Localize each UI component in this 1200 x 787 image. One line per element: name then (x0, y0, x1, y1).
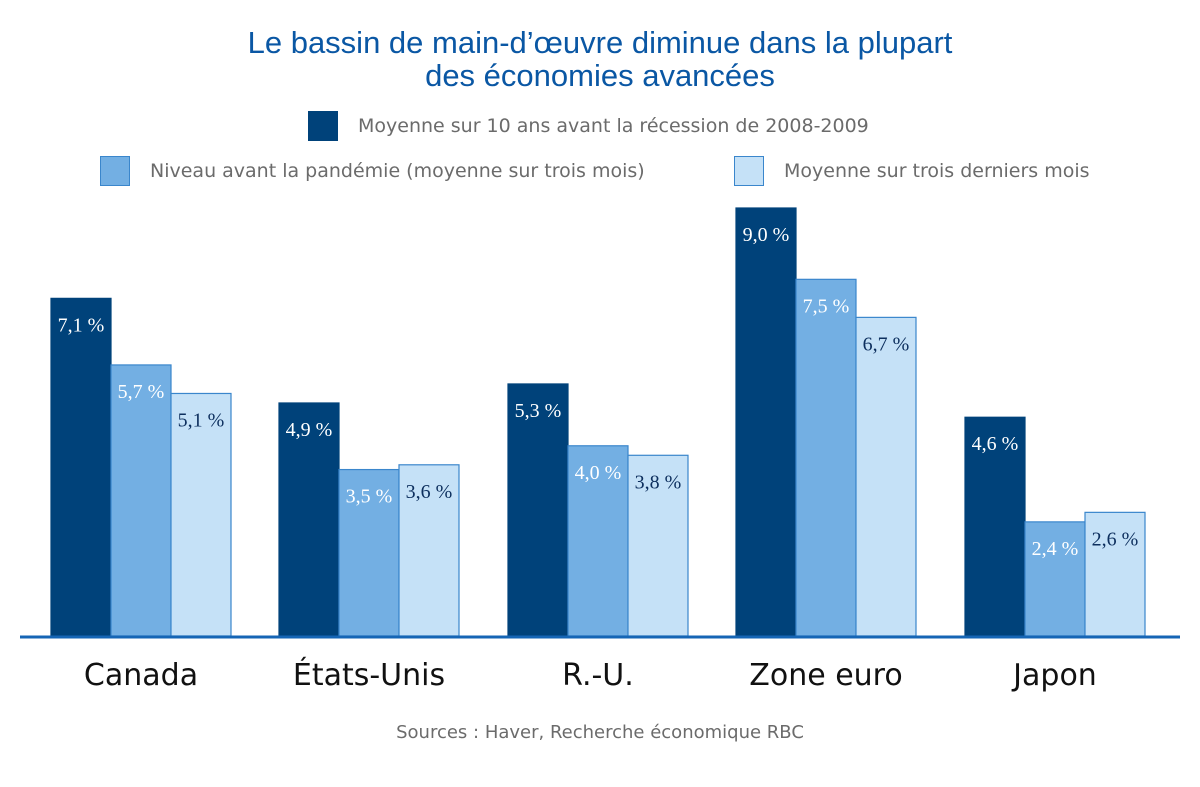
bar-canada-series-3 (170, 392, 232, 637)
legend-label-series-3: Moyenne sur trois derniers mois (784, 160, 1090, 182)
data-label-zone-euro-series-1: 9,0 % (743, 224, 790, 246)
category-label-zone-euro: Zone euro (749, 658, 902, 693)
legend-item-series-1: Moyenne sur 10 ans avant la récession de… (308, 111, 869, 141)
bar-japon-series-1 (964, 416, 1026, 637)
data-label-japon-series-1: 4,6 % (972, 433, 1019, 455)
chart-title-line-1: Le bassin de main-d’œuvre diminue dans l… (247, 25, 953, 60)
category-label-canada: Canada (84, 658, 198, 693)
bar-r-u-series-1 (507, 383, 569, 637)
data-label-canada-series-3: 5,1 % (178, 409, 225, 431)
legend-label-series-2: Niveau avant la pandémie (moyenne sur tr… (150, 160, 645, 182)
legend-swatch-series-2 (100, 156, 130, 186)
bar-zone-euro-series-2 (795, 278, 857, 637)
data-label-etats-unis-series-1: 4,9 % (286, 419, 333, 441)
bar-r-u-series-2 (567, 445, 629, 637)
legend-swatch-series-3 (734, 156, 764, 186)
bar-r-u-series-3 (627, 454, 689, 637)
chart-title: Le bassin de main-d’œuvre diminue dans l… (0, 26, 1200, 92)
data-label-zone-euro-series-3: 6,7 % (863, 333, 910, 355)
bar-zone-euro-series-3 (855, 316, 917, 637)
category-label-r-u: R.-U. (562, 658, 634, 693)
data-label-zone-euro-series-2: 7,5 % (803, 295, 850, 317)
bar-etats-unis-series-3 (398, 464, 460, 637)
data-label-canada-series-1: 7,1 % (58, 314, 105, 336)
category-label-etats-unis: États-Unis (293, 657, 445, 693)
bar-etats-unis-series-2 (338, 468, 400, 637)
data-label-japon-series-2: 2,4 % (1032, 538, 1079, 560)
data-label-etats-unis-series-2: 3,5 % (346, 486, 393, 508)
source-note: Sources : Haver, Recherche économique RB… (396, 722, 804, 743)
data-label-japon-series-3: 2,6 % (1092, 528, 1139, 550)
legend-item-series-2: Niveau avant la pandémie (moyenne sur tr… (100, 156, 645, 186)
data-label-r-u-series-2: 4,0 % (575, 462, 622, 484)
legend-label-series-1: Moyenne sur 10 ans avant la récession de… (358, 115, 869, 137)
data-label-r-u-series-1: 5,3 % (515, 400, 562, 422)
legend-item-series-3: Moyenne sur trois derniers mois (734, 156, 1090, 186)
bar-japon-series-3 (1084, 511, 1146, 637)
data-label-r-u-series-3: 3,8 % (635, 471, 682, 493)
bar-canada-series-2 (110, 364, 172, 637)
data-label-canada-series-2: 5,7 % (118, 381, 165, 403)
category-label-japon: Japon (1011, 658, 1097, 693)
bar-canada-series-1 (50, 297, 112, 637)
legend-swatch-series-1 (308, 111, 338, 141)
data-label-etats-unis-series-3: 3,6 % (406, 481, 453, 503)
chart-title-line-2: des économies avancées (425, 58, 775, 93)
bar-zone-euro-series-1 (735, 207, 797, 637)
bar-japon-series-2 (1024, 521, 1086, 637)
